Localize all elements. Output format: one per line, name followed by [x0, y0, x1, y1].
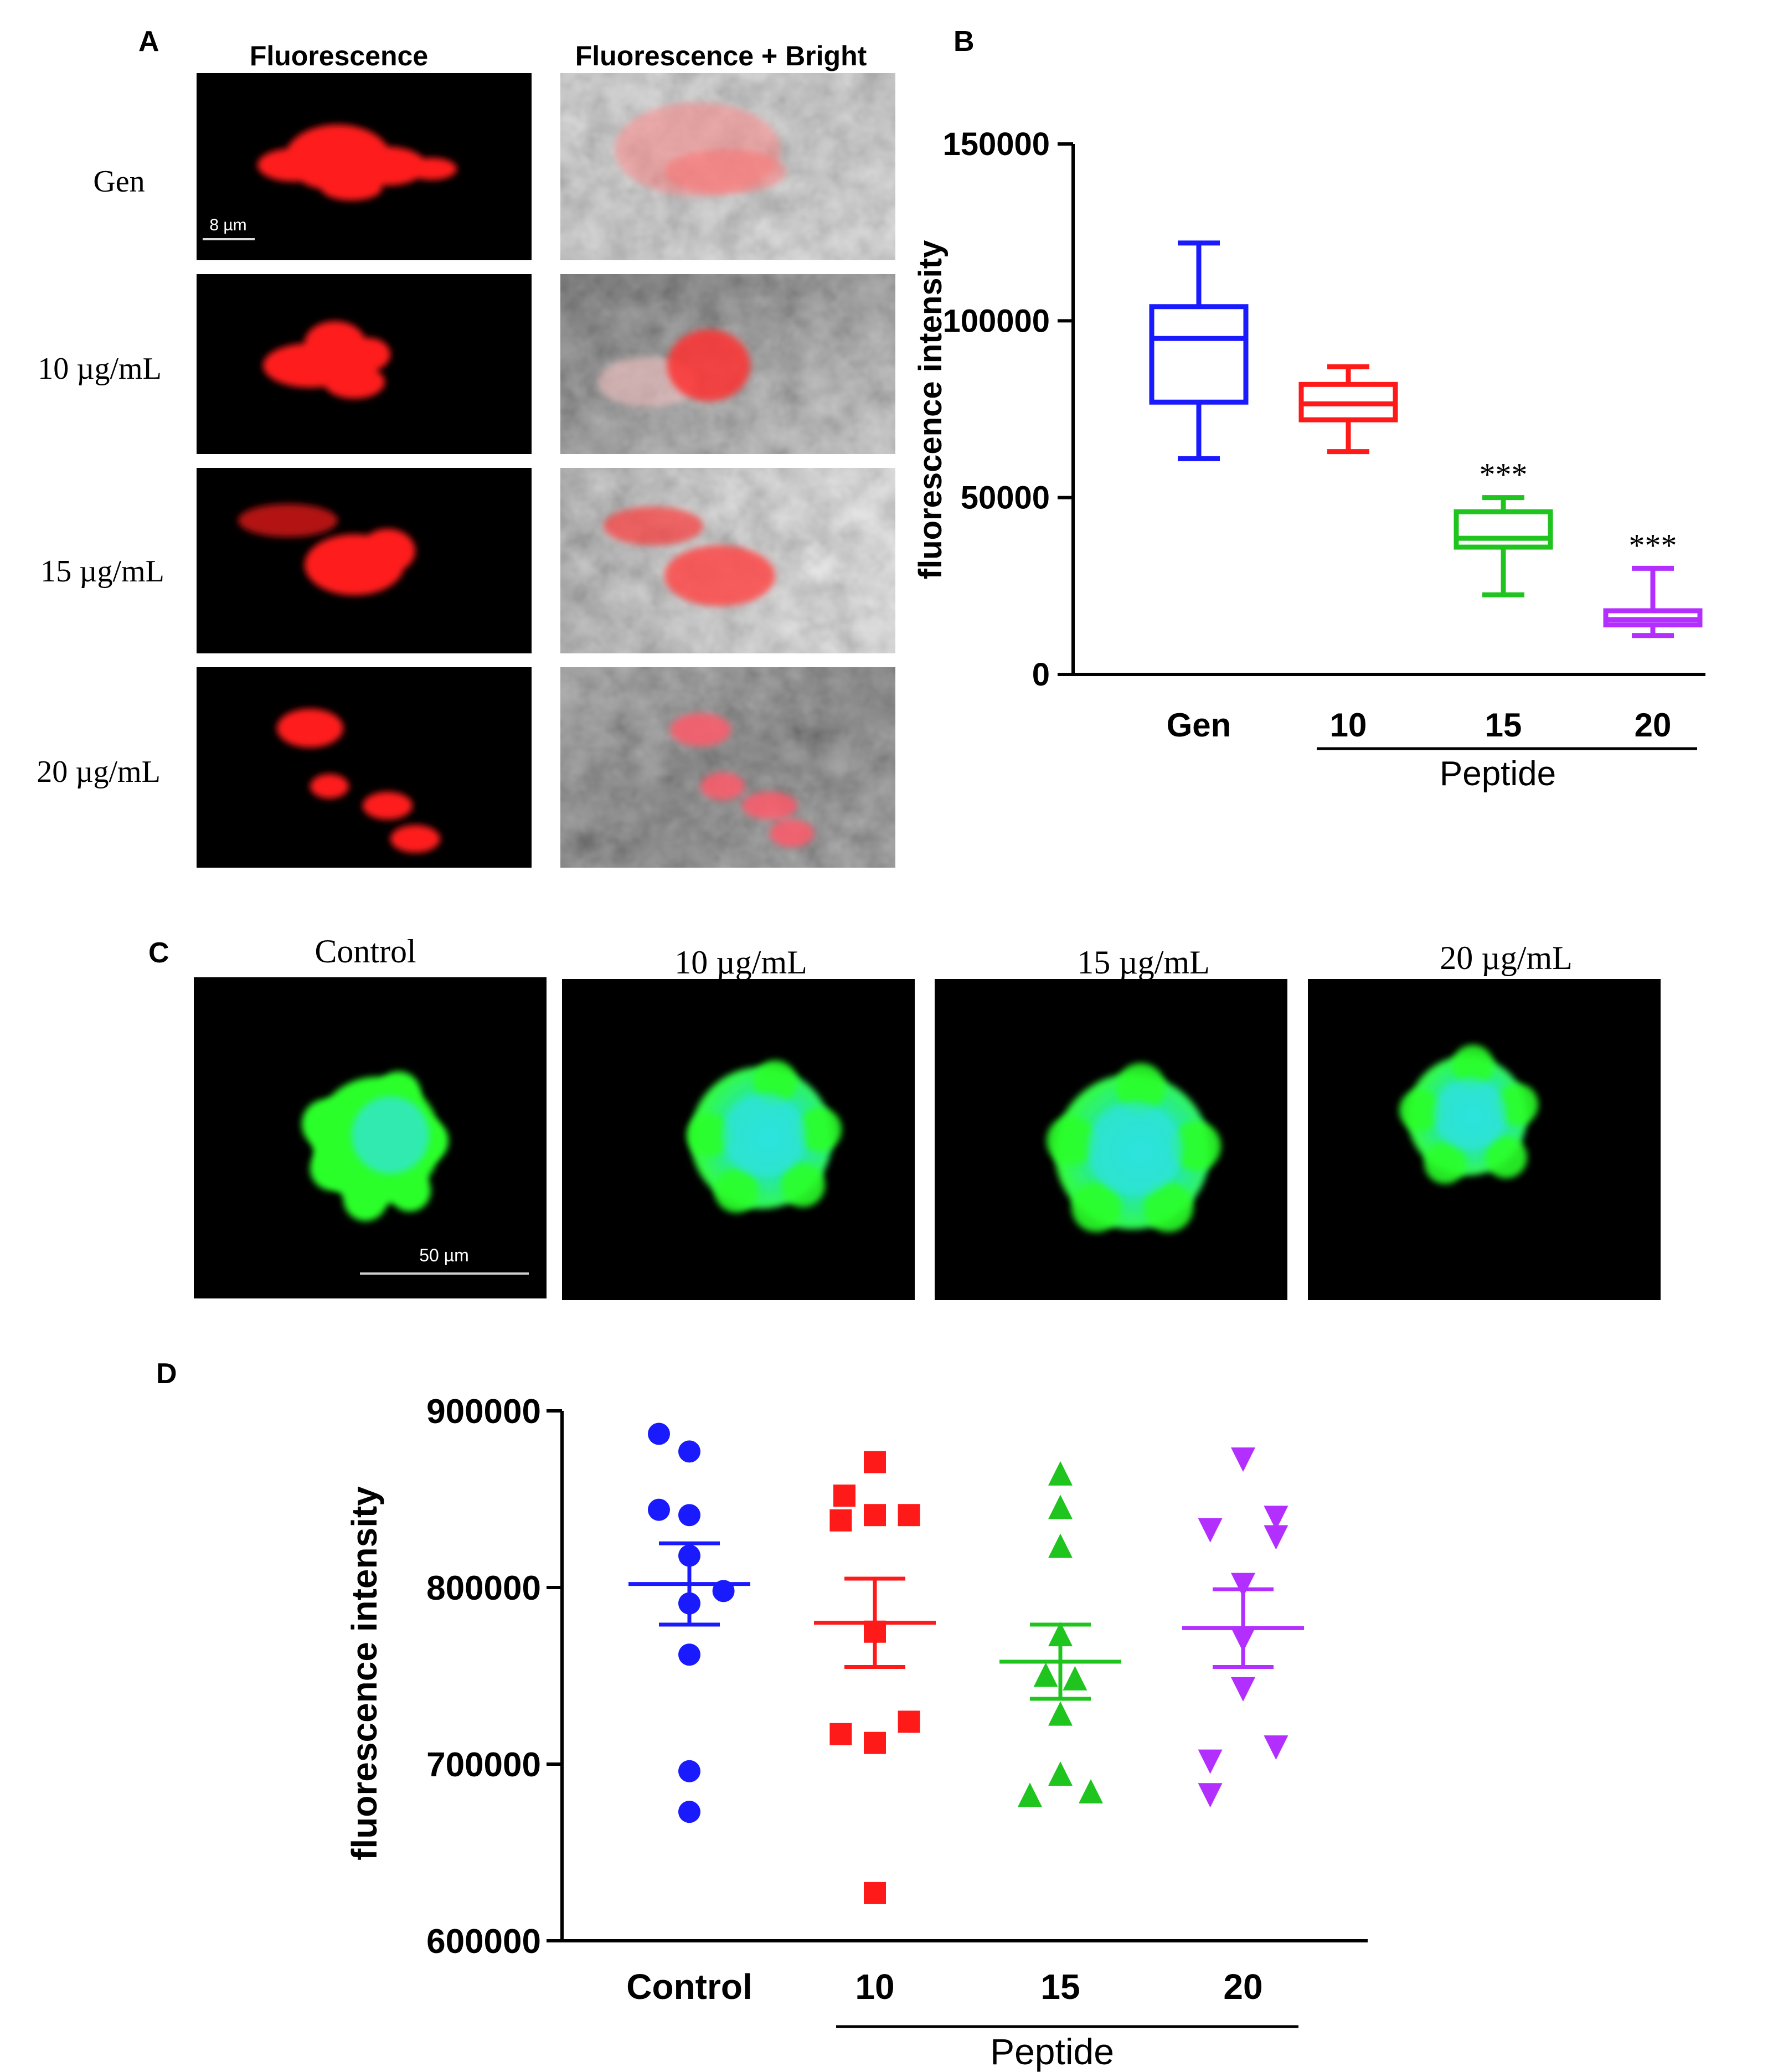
y-tick-label: 150000: [942, 126, 1050, 162]
x-tick-label: 20: [1635, 707, 1672, 744]
col-label-20: 20 µg/mL: [1440, 940, 1573, 976]
data-point: [1048, 1461, 1073, 1486]
y-tick-label: 900000: [426, 1393, 541, 1431]
micrograph-20-merged: [560, 667, 895, 868]
data-point: [1231, 1677, 1255, 1702]
y-axis-label: fluorescence intensity: [913, 240, 949, 579]
micrograph-15-green: [935, 979, 1287, 1300]
row-label-15: 15 µg/mL: [40, 554, 164, 589]
y-tick-label: 600000: [426, 1922, 541, 1961]
micrograph-gen-merged: [560, 73, 895, 260]
box-iqr: [1454, 509, 1553, 550]
data-point: [678, 1643, 700, 1666]
peptide-group-label: Peptide: [1440, 755, 1556, 793]
data-point: [1231, 1447, 1255, 1472]
x-tick-label: 10: [855, 1967, 894, 2007]
panel-c: Control 10 µg/mL 15 µg/mL 20 µg/mL 50 µm: [194, 933, 1661, 1300]
data-point: [829, 1509, 852, 1532]
x-tick-label: Gen: [1167, 707, 1231, 744]
col-header-fluorescence: Fluorescence: [250, 40, 428, 71]
data-point: [1198, 1518, 1223, 1543]
panel-label-d: D: [156, 1358, 177, 1390]
y-tick-label: 50000: [961, 480, 1050, 516]
box-Gen: [1149, 240, 1249, 461]
data-point: [833, 1485, 855, 1507]
mean-sem-Control: [628, 1541, 750, 1627]
data-point: [1033, 1662, 1058, 1687]
data-point: [898, 1710, 920, 1733]
x-tick-label: 20: [1223, 1967, 1262, 2007]
micrograph-20-fluorescence: [197, 667, 532, 868]
data-point: [678, 1504, 700, 1527]
y-tick-label: 0: [1032, 657, 1050, 693]
data-point: [1264, 1506, 1288, 1530]
data-point: [1079, 1779, 1103, 1804]
data-point: [1048, 1494, 1073, 1519]
mean-sem-15: [999, 1622, 1121, 1701]
data-point: [1231, 1573, 1255, 1597]
panel-label-c: C: [148, 937, 169, 969]
micrograph-10-green: [562, 979, 915, 1300]
micrograph-15-merged: [560, 468, 895, 653]
micrograph-20-green: [1308, 979, 1661, 1300]
data-point: [1264, 1525, 1288, 1550]
box-iqr: [1149, 304, 1249, 405]
y-tick-label: 800000: [426, 1569, 541, 1607]
data-point: [864, 1504, 886, 1527]
micrograph-control-green: 50 µm: [194, 977, 547, 1298]
scale-bar-50um: 50 µm: [419, 1245, 469, 1265]
x-tick-label: 15: [1040, 1967, 1080, 2007]
mean-sem-10: [814, 1576, 936, 1669]
data-point: [864, 1882, 886, 1904]
data-point: [1198, 1783, 1223, 1808]
data-point: [1198, 1749, 1223, 1774]
data-point: [1048, 1761, 1073, 1786]
panel-label-b: B: [953, 25, 975, 58]
peptide-group-label: Peptide: [990, 2031, 1114, 2072]
box-20: ***: [1603, 527, 1703, 638]
col-label-control: Control: [315, 933, 416, 970]
significance-annotation: ***: [1480, 457, 1528, 493]
row-label-20: 20 µg/mL: [37, 755, 161, 789]
y-tick-label: 100000: [942, 303, 1050, 339]
x-tick-label: Control: [626, 1967, 753, 2007]
col-header-fluorescence-bright: Fluorescence + Bright: [575, 40, 867, 71]
panel-b-box-plot: 0 50000 100000 150000 *** *** Gen 10 15 20 Pept…: [913, 126, 1705, 793]
panel-d-scatter-plot: 600000 700000 800000 900000 Control 10 15 20 P…: [344, 1393, 1368, 2072]
data-point: [678, 1760, 700, 1782]
x-tick-label: 15: [1485, 707, 1522, 744]
y-tick-label: 700000: [426, 1746, 541, 1784]
data-point: [1048, 1533, 1073, 1558]
data-point: [1264, 1735, 1288, 1760]
row-label-10: 10 µg/mL: [38, 352, 162, 386]
data-point: [678, 1440, 700, 1463]
panel-a: Fluorescence Fluorescence + Bright Gen 1…: [37, 40, 895, 868]
data-point: [864, 1451, 886, 1473]
micrograph-10-fluorescence: [197, 274, 532, 454]
col-label-15: 15 µg/mL: [1077, 944, 1210, 981]
y-axis-label: fluorescence intensity: [344, 1486, 384, 1860]
row-label-gen: Gen: [93, 164, 145, 199]
col-label-10: 10 µg/mL: [674, 944, 807, 981]
micrograph-15-fluorescence: [197, 468, 532, 653]
data-point: [1048, 1701, 1073, 1726]
data-point: [898, 1504, 920, 1527]
data-point: [1018, 1782, 1042, 1807]
data-point: [678, 1801, 700, 1823]
data-point: [864, 1731, 886, 1754]
panel-label-a: A: [138, 25, 159, 58]
micrograph-10-merged: [560, 274, 895, 454]
box-10: [1298, 364, 1398, 455]
significance-annotation: ***: [1629, 527, 1677, 563]
box-15: ***: [1454, 457, 1553, 597]
data-point: [648, 1422, 670, 1445]
data-point: [829, 1723, 852, 1745]
scale-bar-8um: 8 µm: [209, 216, 246, 234]
data-point: [648, 1498, 670, 1521]
mean-sem-20: [1182, 1587, 1304, 1669]
micrograph-gen-fluorescence: 8 µm: [197, 73, 532, 260]
x-tick-label: 10: [1330, 707, 1367, 744]
data-point: [1063, 1666, 1087, 1690]
